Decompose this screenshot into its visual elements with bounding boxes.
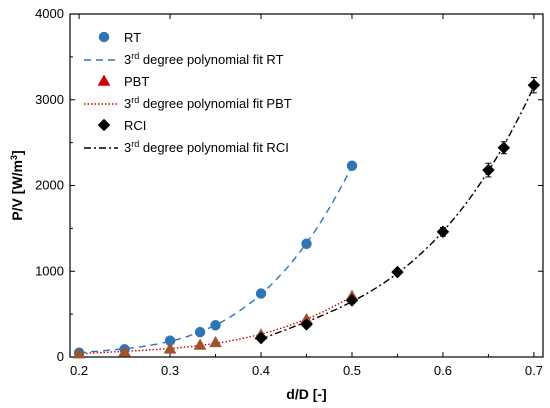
legend-fit-label-sup: rd xyxy=(131,51,139,61)
x-tick-label: 0.3 xyxy=(161,363,179,378)
data-point-pbt xyxy=(72,347,86,359)
y-tick-label: 3000 xyxy=(35,92,64,107)
x-tick-label: 0.7 xyxy=(525,363,543,378)
legend-label-rci: RCI xyxy=(124,118,146,133)
data-point-pbt xyxy=(193,338,207,350)
legend-fit-label-pbt: 3rd degree polynomial fit PBT xyxy=(124,95,292,111)
legend-fit-label-prefix: 3 xyxy=(124,96,131,111)
y-axis-label-end: ] xyxy=(9,150,25,155)
legend-marker-rt xyxy=(98,31,110,43)
legend-fit-label-suffix: degree polynomial fit RT xyxy=(139,52,283,67)
data-point-rci xyxy=(300,318,313,331)
y-axis-label-sup: 3 xyxy=(9,155,19,160)
y-tick-label: 1000 xyxy=(35,263,64,278)
legend-fit-label-sup: rd xyxy=(131,139,139,149)
data-point-rt xyxy=(255,288,267,299)
data-point-rt xyxy=(346,160,358,172)
data-point-rci xyxy=(436,225,450,239)
data-point-rci xyxy=(482,163,495,177)
y-axis-label: P/V [W/m3] xyxy=(9,150,25,220)
legend-label-rt: RT xyxy=(124,30,141,45)
data-point-pbt xyxy=(163,342,177,354)
data-point-rt xyxy=(301,238,312,250)
data-point-pbt xyxy=(118,345,132,357)
legend-fit-label-prefix: 3 xyxy=(124,140,131,155)
data-point-rt xyxy=(194,326,206,338)
x-tick-label: 0.4 xyxy=(252,363,270,378)
legend-fit-label-rt: 3rd degree polynomial fit RT xyxy=(124,51,284,67)
data-point-rci xyxy=(391,265,404,279)
y-axis-label-main: P/V [W/m xyxy=(9,160,25,221)
data-point-rci xyxy=(497,141,511,155)
legend-fit-label-suffix: degree polynomial fit RCI xyxy=(139,140,289,155)
y-tick-label: 0 xyxy=(57,349,64,364)
legend-fit-label-prefix: 3 xyxy=(124,52,131,67)
legend-fit-label-rci: 3rd degree polynomial fit RCI xyxy=(124,139,289,155)
data-point-rt xyxy=(210,320,221,331)
legend-fit-label-suffix: degree polynomial fit PBT xyxy=(139,96,292,111)
legend-label-pbt: PBT xyxy=(124,74,149,89)
fit-line-rci xyxy=(260,86,535,340)
x-tick-label: 0.6 xyxy=(434,363,452,378)
data-point-rci xyxy=(254,331,268,345)
legend-marker-rci xyxy=(97,118,111,132)
x-tick-label: 0.5 xyxy=(343,363,361,378)
y-tick-label: 4000 xyxy=(35,6,64,21)
legend-fit-label-sup: rd xyxy=(131,95,139,105)
x-axis-label: d/D [-] xyxy=(286,386,326,402)
y-tick-label: 2000 xyxy=(35,178,64,193)
legend-marker-pbt xyxy=(97,74,111,86)
data-point-rci xyxy=(527,78,541,92)
x-tick-label: 0.2 xyxy=(70,363,88,378)
data-point-rci xyxy=(345,294,359,307)
data-point-pbt xyxy=(209,335,222,348)
